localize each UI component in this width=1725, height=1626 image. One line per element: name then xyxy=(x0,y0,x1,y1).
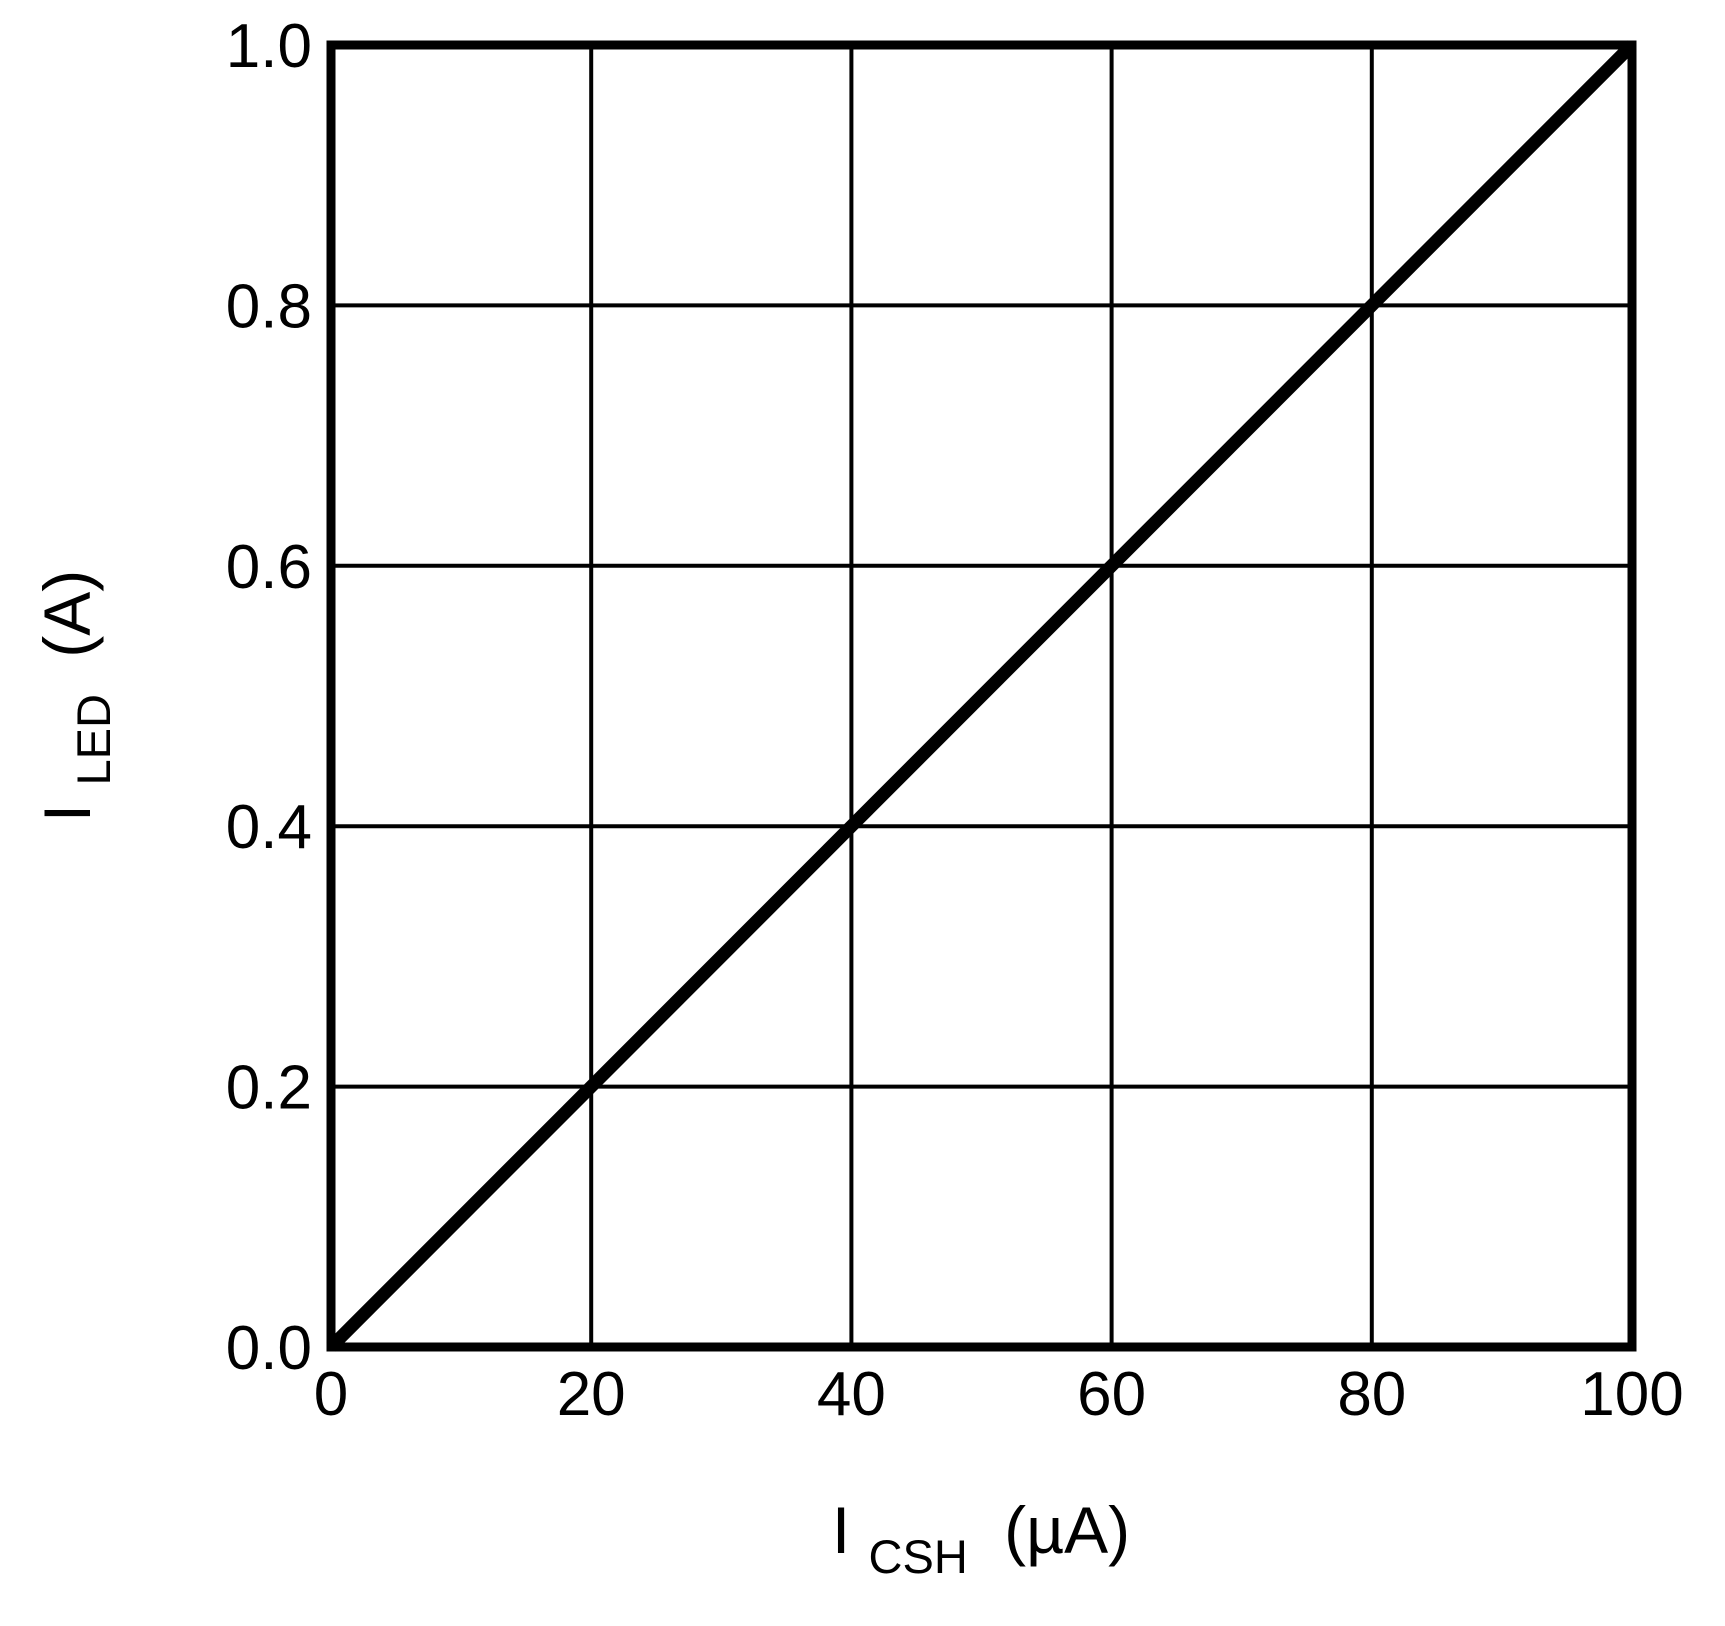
y-tick-label: 0.8 xyxy=(226,272,312,341)
x-tick-label: 80 xyxy=(1337,1360,1406,1429)
x-tick-labels: 0 20 40 60 80 100 xyxy=(314,1360,1684,1429)
grid-lines xyxy=(331,45,1632,1347)
x-tick-label: 0 xyxy=(314,1360,348,1429)
y-tick-label: 0.4 xyxy=(226,793,312,862)
x-tick-label: 60 xyxy=(1077,1360,1146,1429)
x-tick-label: 20 xyxy=(557,1360,626,1429)
y-axis-subscript: LED xyxy=(67,694,120,785)
x-axis-subscript: CSH xyxy=(869,1530,968,1583)
y-axis-title: I LED (A) xyxy=(30,570,124,822)
y-tick-label: 0.2 xyxy=(226,1054,312,1123)
x-axis-unit: (µA) xyxy=(1004,1493,1130,1567)
series-ILED-vs-ICSH xyxy=(326,40,1637,1352)
y-tick-labels: 0.0 0.2 0.4 0.6 0.8 1.0 xyxy=(226,12,312,1383)
y-axis-unit: (A) xyxy=(30,570,104,658)
y-tick-label: 0.0 xyxy=(226,1314,312,1383)
data-line xyxy=(326,40,1637,1352)
x-tick-label: 40 xyxy=(817,1360,886,1429)
x-axis-title: I CSH (µA) xyxy=(832,1493,1130,1587)
y-tick-label: 1.0 xyxy=(226,12,312,81)
y-axis-symbol: I xyxy=(30,804,104,822)
x-axis-symbol: I xyxy=(832,1493,850,1567)
plot-border xyxy=(326,40,1637,1352)
x-tick-label: 100 xyxy=(1580,1360,1683,1429)
y-tick-label: 0.6 xyxy=(226,533,312,602)
